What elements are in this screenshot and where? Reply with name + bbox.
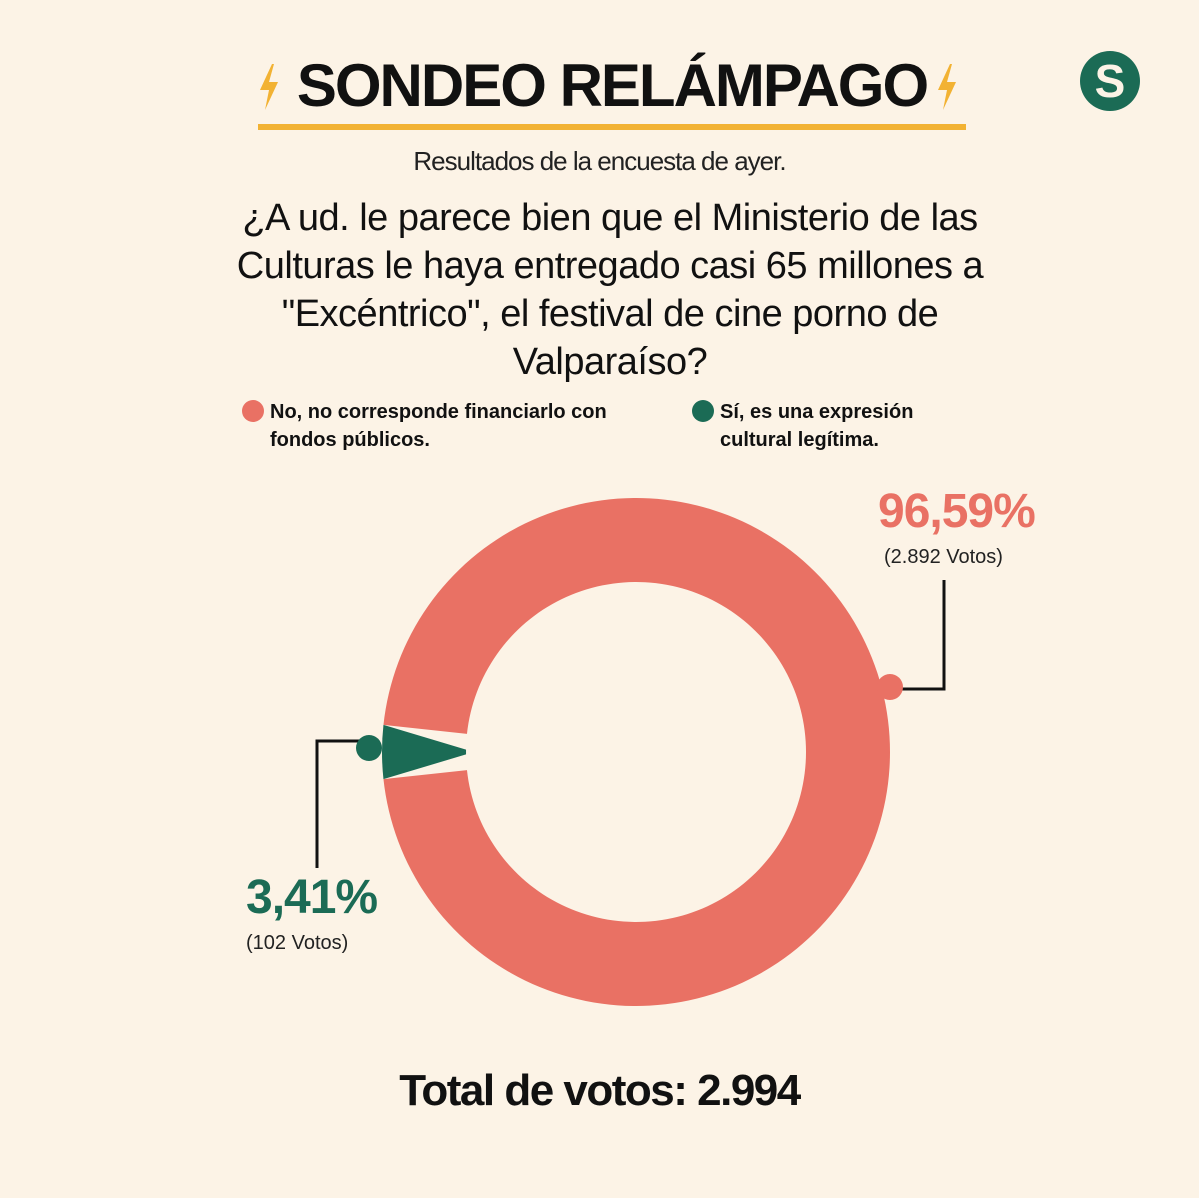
legend-item-si: Sí, es una expresión cultural legítima. bbox=[692, 398, 962, 454]
donut-slice-si bbox=[382, 724, 467, 780]
votes-label-si: (102 Votos) bbox=[246, 932, 349, 954]
value-label-no: 96,59% bbox=[878, 485, 1036, 538]
legend-item-no: No, no corresponde financiarlo con fondo… bbox=[242, 398, 632, 454]
lightning-bolt-icon bbox=[938, 64, 956, 110]
s-logo: S bbox=[1080, 51, 1140, 111]
value-label-si: 3,41% bbox=[246, 871, 378, 924]
legend-label-si: Sí, es una expresión cultural legítima. bbox=[720, 401, 914, 451]
total-votes: Total de votos: 2.994 bbox=[399, 1066, 801, 1115]
donut-slice-no bbox=[383, 498, 890, 1006]
lightning-bolt-icon bbox=[260, 64, 278, 110]
title-block: SONDEO RELÁMPAGO bbox=[258, 50, 966, 132]
marker-dot-si bbox=[356, 735, 382, 761]
marker-dot-no bbox=[877, 674, 903, 700]
page-title: SONDEO RELÁMPAGO bbox=[296, 52, 929, 119]
subtitle: Resultados de la encuesta de ayer. bbox=[413, 146, 786, 176]
leader-line-si bbox=[315, 739, 369, 868]
legend-swatch-si bbox=[692, 400, 714, 422]
leader-line-no bbox=[890, 580, 946, 691]
legend-swatch-no bbox=[242, 400, 264, 422]
survey-question: ¿A ud. le parece bien que el Ministerio … bbox=[236, 197, 984, 383]
legend-label-no: No, no corresponde financiarlo con fondo… bbox=[270, 401, 607, 451]
title-underline bbox=[258, 124, 966, 130]
votes-label-no: (2.892 Votos) bbox=[884, 546, 1003, 568]
